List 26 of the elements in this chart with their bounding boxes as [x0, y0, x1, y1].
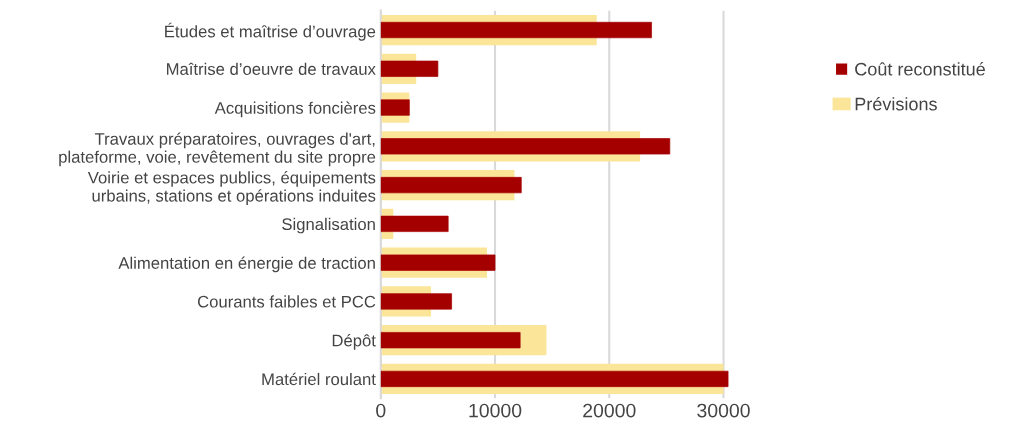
bar — [380, 332, 521, 349]
x-tick-label: 10000 — [469, 403, 522, 418]
bar — [380, 293, 452, 310]
y-tick-label: Dépôt — [332, 334, 376, 350]
x-tick-label: 30000 — [697, 403, 750, 418]
x-tick-label: 20000 — [583, 403, 636, 418]
y-tick-label: Signalisation — [282, 217, 375, 234]
y-tick-label: Alimentation en énergie de traction — [118, 256, 375, 273]
y-tick-label: Matériel roulant — [262, 372, 376, 386]
bar — [380, 138, 671, 155]
legend-label: Coût reconstitué — [855, 62, 985, 76]
bar — [380, 21, 652, 39]
x-tick-label: 0 — [376, 403, 386, 418]
y-tick-label: Acquisitions foncières — [214, 101, 376, 118]
y-tick-label: Maîtrise d’oeuvre de travaux — [167, 62, 376, 75]
bar — [380, 370, 729, 388]
legend-label: Prévisions — [855, 97, 937, 111]
bar — [380, 215, 449, 232]
bar — [380, 176, 522, 194]
bar — [380, 254, 496, 271]
bar — [380, 60, 439, 77]
y-tick-label: Voirie et espaces publics, équipements urbains, stations et opérations induites — [87, 171, 376, 206]
y-tick-label: Courants faibles et PCC — [197, 295, 376, 308]
y-tick-label: Travaux préparatoires, ouvrages d'art, plateforme, voie, revêtement du site propre — [59, 132, 376, 167]
bar — [380, 99, 410, 116]
y-tick-label: Études et maîtrise d’ouvrage — [165, 22, 376, 41]
